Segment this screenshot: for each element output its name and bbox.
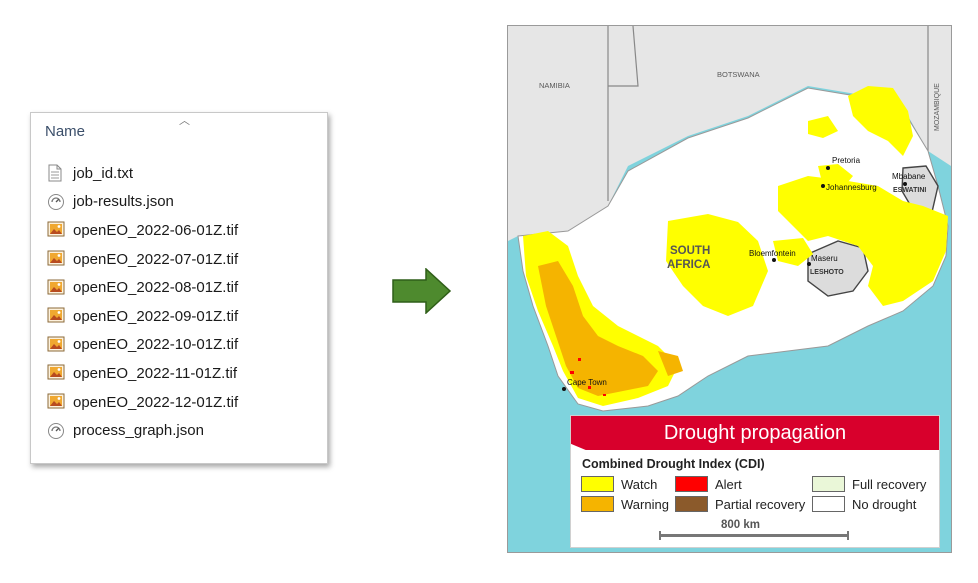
- file-list: job_id.txt job-results.json openEO_2022-…: [47, 159, 238, 445]
- file-item-process-graph[interactable]: process_graph.json: [47, 416, 238, 445]
- file-name: process_graph.json: [73, 422, 204, 440]
- eswatini-label: ESWATINI: [893, 187, 926, 194]
- file-item-tif-2022-11[interactable]: openEO_2022-11-01Z.tif: [47, 359, 238, 388]
- alert-areas: [570, 358, 606, 396]
- file-item-tif-2022-10[interactable]: openEO_2022-10-01Z.tif: [47, 331, 238, 360]
- cape-town-marker: [562, 387, 566, 391]
- scale-label: 800 km: [721, 519, 761, 531]
- full-recovery-swatch: [812, 476, 845, 492]
- file-name: openEO_2022-06-01Z.tif: [73, 221, 239, 239]
- partial-recovery-swatch: [675, 496, 708, 512]
- right-arrow-icon: [392, 267, 452, 319]
- legend-item-alert: Alert: [675, 476, 742, 492]
- legend-item-full-recovery: Full recovery: [812, 476, 926, 492]
- file-item-job-id[interactable]: job_id.txt: [47, 159, 238, 188]
- file-name: openEO_2022-07-01Z.tif: [73, 250, 239, 268]
- file-item-tif-2022-09[interactable]: openEO_2022-09-01Z.tif: [47, 302, 238, 331]
- legend-subtitle: Combined Drought Index (CDI): [582, 457, 765, 471]
- file-name: openEO_2022-12-01Z.tif: [73, 393, 239, 411]
- bloemfontein-label: Bloemfontein: [749, 249, 796, 258]
- south-africa-label-1: SOUTH: [670, 245, 710, 257]
- legend-label: Watch: [621, 476, 658, 492]
- legend-item-watch: Watch: [581, 476, 657, 492]
- image-file-icon: [47, 364, 65, 382]
- file-item-job-results[interactable]: job-results.json: [47, 188, 238, 217]
- text-file-icon: [47, 164, 63, 182]
- lesotho-border: [807, 240, 869, 297]
- file-name: job-results.json: [73, 193, 174, 211]
- maseru-marker: [807, 262, 811, 266]
- legend-title: Drought propagation: [571, 416, 939, 450]
- name-column-header[interactable]: Name: [45, 123, 86, 140]
- image-file-icon: [47, 279, 65, 297]
- legend-item-warning: Warning: [581, 496, 669, 512]
- watch-swatch: [581, 476, 614, 492]
- file-item-tif-2022-07[interactable]: openEO_2022-07-01Z.tif: [47, 245, 238, 274]
- legend-label: Warning: [621, 496, 669, 512]
- file-name: openEO_2022-11-01Z.tif: [73, 364, 237, 382]
- file-item-tif-2022-08[interactable]: openEO_2022-08-01Z.tif: [47, 273, 238, 302]
- bloemfontein-marker: [772, 258, 776, 262]
- legend-item-no-drought: No drought: [812, 496, 916, 512]
- json-file-icon: [47, 193, 64, 211]
- botswana-label: BOTSWANA: [717, 70, 760, 79]
- warning-swatch: [581, 496, 614, 512]
- image-file-icon: [47, 393, 65, 411]
- file-name: openEO_2022-08-01Z.tif: [73, 279, 239, 297]
- image-file-icon: [47, 250, 65, 268]
- namibia-label: NAMIBIA: [539, 81, 570, 90]
- legend-label: Full recovery: [852, 476, 927, 492]
- legend-label: Alert: [715, 476, 742, 492]
- file-name: job_id.txt: [73, 164, 134, 182]
- legend-item-partial-recovery: Partial recovery: [675, 496, 805, 512]
- legend-label: Partial recovery: [715, 496, 806, 512]
- johannesburg-label: Johannesburg: [826, 183, 877, 192]
- south-africa-label-2: AFRICA: [667, 259, 710, 271]
- image-file-icon: [47, 336, 65, 354]
- file-name: openEO_2022-10-01Z.tif: [73, 336, 239, 354]
- neighbour-land: [508, 26, 951, 241]
- no-drought-swatch: [812, 496, 845, 512]
- warning-areas: [538, 261, 683, 396]
- alert-swatch: [675, 476, 708, 492]
- file-explorer-window: ︿ Name job_id.txt job-results.json openE…: [30, 112, 328, 464]
- maseru-label: Maseru: [811, 254, 838, 263]
- file-name: openEO_2022-09-01Z.tif: [73, 307, 239, 325]
- file-item-tif-2022-12[interactable]: openEO_2022-12-01Z.tif: [47, 388, 238, 417]
- pretoria-label: Pretoria: [832, 156, 861, 165]
- lesotho-label: LESHOTO: [810, 269, 844, 276]
- json-file-icon: [47, 422, 64, 440]
- file-item-tif-2022-06[interactable]: openEO_2022-06-01Z.tif: [47, 216, 238, 245]
- image-file-icon: [47, 307, 65, 325]
- image-file-icon: [47, 221, 65, 239]
- map-legend: Drought propagation Combined Drought Ind…: [570, 415, 940, 548]
- johannesburg-marker: [821, 184, 825, 188]
- mbabane-label: Mbabane: [892, 172, 926, 181]
- sort-caret-icon[interactable]: ︿: [179, 115, 190, 127]
- scale-bar: [659, 531, 849, 540]
- legend-label: No drought: [852, 496, 917, 512]
- pretoria-marker: [826, 166, 830, 170]
- cape-town-label: Cape Town: [567, 378, 607, 387]
- mozambique-label: MOZAMBIQUE: [934, 83, 941, 131]
- mbabane-marker: [903, 182, 907, 186]
